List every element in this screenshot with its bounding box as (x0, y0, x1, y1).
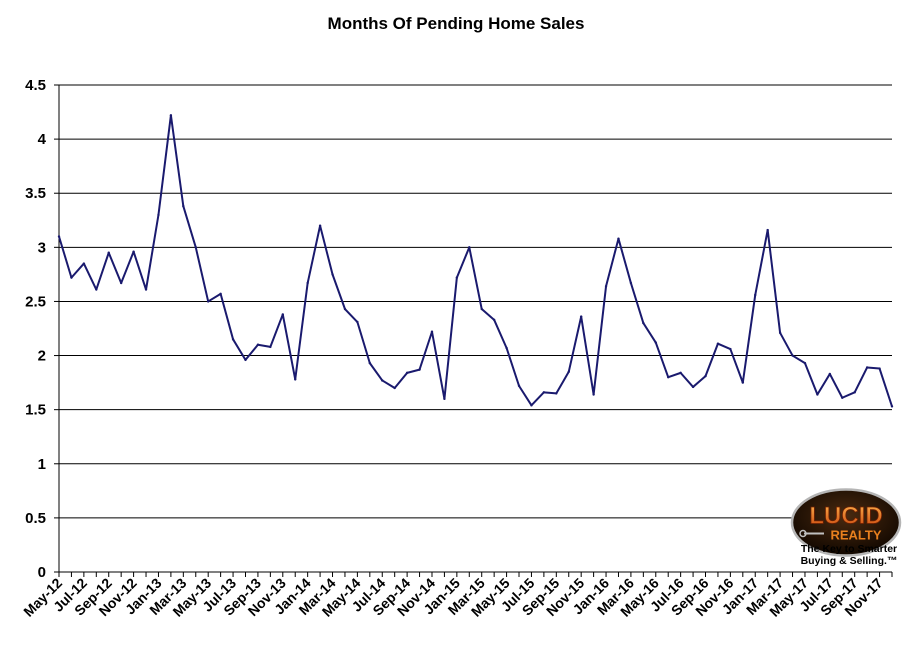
data-point (766, 228, 769, 232)
lucid-realty-logo: LUCID REALTY (790, 488, 902, 557)
data-point (318, 224, 322, 227)
data-point (754, 293, 757, 297)
data-point (356, 320, 359, 324)
axes (54, 84, 893, 577)
data-point (853, 391, 856, 394)
data-point (306, 281, 309, 285)
data-point (418, 368, 421, 371)
data-point (82, 262, 86, 265)
data-point (530, 404, 533, 407)
y-tick-label: 3.5 (25, 185, 46, 202)
data-point (741, 381, 745, 384)
y-tick-label: 1.5 (25, 402, 46, 419)
data-point (617, 237, 620, 240)
data-point (182, 205, 185, 208)
data-point (517, 384, 521, 388)
data-point (119, 281, 123, 285)
data-point (542, 391, 546, 394)
y-tick-label: 0 (38, 564, 46, 581)
series-line (58, 114, 893, 407)
data-point (57, 235, 61, 238)
tagline-line-2: Buying & Selling.™ (800, 555, 898, 567)
data-point (803, 361, 807, 365)
data-point (206, 300, 210, 303)
y-tick-label: 4 (38, 131, 47, 148)
data-point (331, 273, 334, 276)
series-line-group (57, 114, 894, 408)
data-point (430, 330, 434, 333)
data-point (480, 307, 483, 311)
y-tick-label: 0.5 (25, 510, 46, 527)
data-point (492, 318, 496, 322)
data-point (455, 276, 459, 279)
data-point (132, 250, 135, 253)
data-point (368, 361, 372, 365)
svg-text:LUCID: LUCID (809, 503, 882, 530)
data-point (878, 367, 881, 370)
data-point (405, 371, 409, 375)
data-point (691, 385, 695, 389)
data-point (194, 246, 197, 249)
data-point (791, 354, 794, 357)
data-point (642, 321, 645, 325)
data-point (865, 366, 869, 369)
data-point (244, 358, 247, 362)
data-point (70, 276, 73, 279)
data-point (157, 213, 160, 217)
data-point (778, 331, 782, 335)
data-point (294, 378, 297, 381)
data-point (716, 342, 720, 345)
data-point (841, 396, 844, 399)
data-point (505, 346, 508, 350)
logo-tagline: The Key to Smarter Buying & Selling.™ (790, 543, 908, 567)
data-point (219, 292, 222, 296)
y-tick-label: 2.5 (25, 293, 46, 310)
data-point (281, 313, 284, 316)
data-point (667, 376, 670, 379)
data-point (604, 285, 608, 288)
data-point (828, 372, 832, 376)
data-point (256, 343, 260, 346)
svg-text:REALTY: REALTY (830, 528, 881, 543)
y-tick-label: 3 (38, 239, 46, 256)
data-point (468, 246, 471, 249)
data-point (95, 288, 98, 291)
data-point (679, 371, 682, 375)
data-point (107, 251, 110, 254)
data-point (393, 386, 396, 390)
tagline-line-1: The Key to Smarter (800, 543, 898, 555)
data-point (343, 307, 347, 311)
chart-title: Months Of Pending Home Sales (327, 14, 585, 33)
data-point (144, 288, 148, 291)
data-point (729, 347, 732, 351)
data-point (654, 341, 657, 344)
data-point (816, 393, 819, 396)
y-tick-label: 2 (38, 348, 46, 365)
grid-lines (59, 84, 892, 519)
data-point (555, 392, 558, 395)
data-point (269, 345, 272, 349)
data-point (169, 114, 173, 117)
x-tick-labels: May-12Jul-12Sep-12Nov-12Jan-13Mar-13May-… (20, 575, 886, 620)
y-tick-label: 1 (38, 456, 46, 473)
y-tick-label: 4.5 (25, 77, 46, 94)
data-point (231, 338, 235, 341)
y-tick-labels: 0 0.5 1 1.5 2 2.5 3 3.5 4 4.5 (25, 77, 47, 581)
data-point (579, 315, 583, 318)
data-point (704, 374, 707, 378)
data-point (567, 370, 570, 373)
data-point (890, 405, 894, 408)
data-point (381, 379, 384, 382)
data-point (443, 397, 446, 401)
data-point (592, 393, 595, 396)
data-point (629, 281, 633, 285)
